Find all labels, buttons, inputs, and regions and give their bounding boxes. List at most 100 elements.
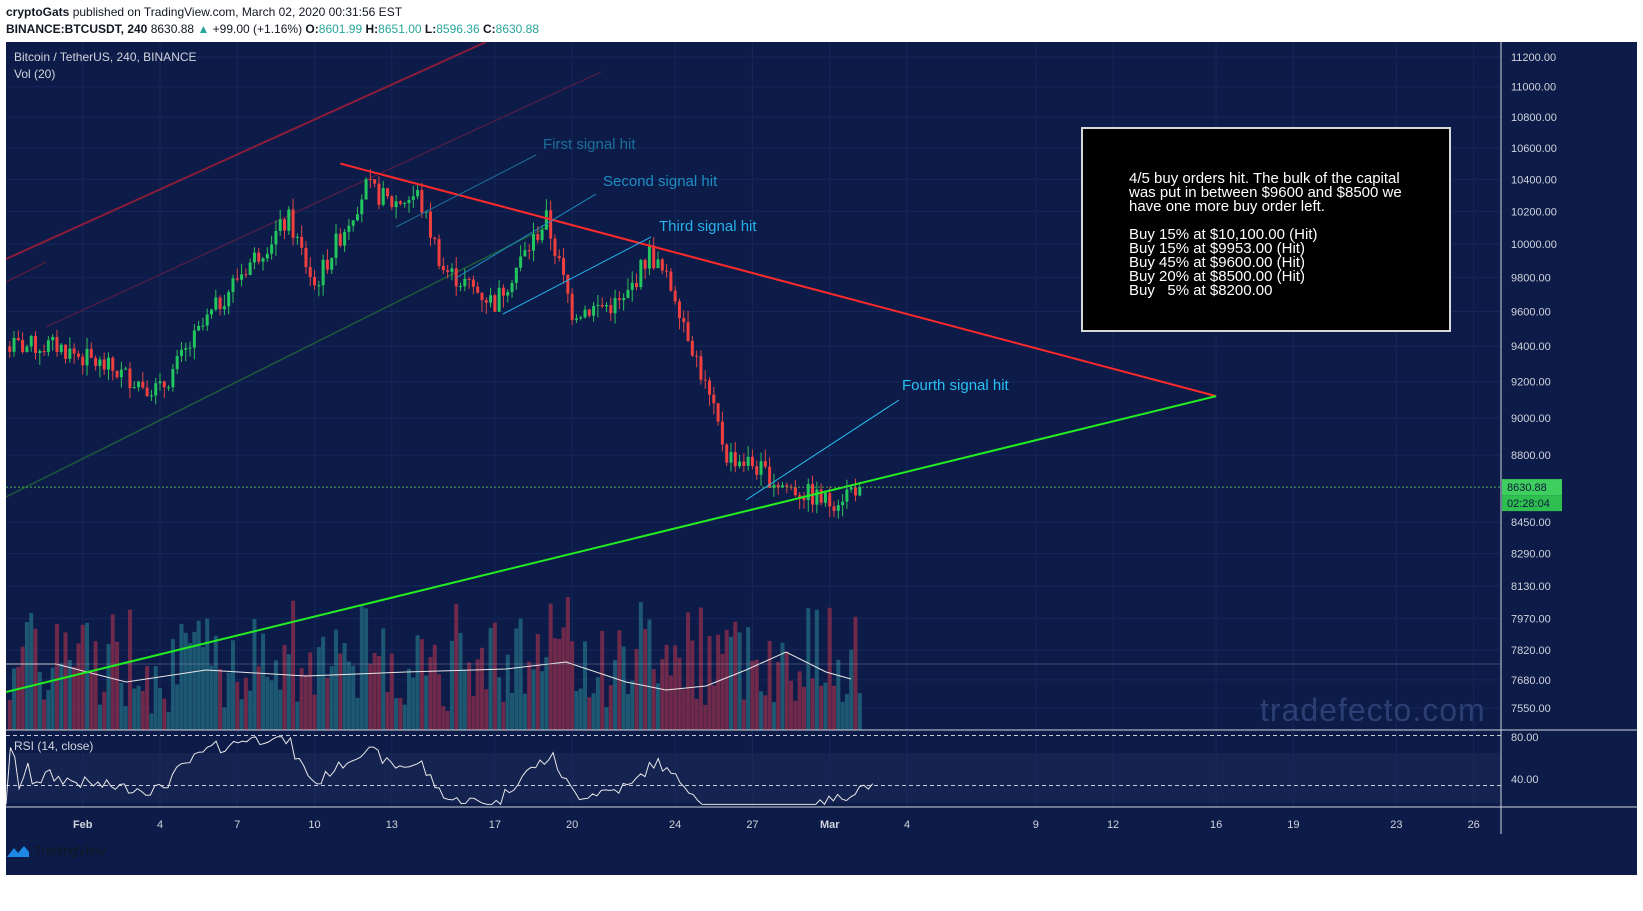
volume-bar (394, 698, 399, 730)
candle-body (381, 188, 385, 205)
candle-body (557, 255, 561, 258)
x-tick-label: 13 (386, 819, 398, 831)
candle-body (21, 340, 25, 353)
candle-body (798, 495, 802, 498)
volume-bar (454, 603, 459, 730)
y-tick-label: 10600.00 (1511, 143, 1557, 155)
candle-body (205, 314, 209, 326)
note-line: Buy 5% at $8200.00 (1129, 282, 1273, 299)
candle-body (527, 250, 531, 252)
volume-bar (222, 707, 227, 730)
publisher-name[interactable]: cryptoGats (6, 5, 70, 19)
candle-body (819, 489, 823, 503)
x-tick-label: 7 (234, 819, 240, 831)
volume-bar (733, 621, 738, 730)
y-tick-label: 9800.00 (1511, 272, 1551, 284)
y-tick-label: 11000.00 (1511, 82, 1556, 94)
candle-body (137, 381, 141, 388)
volume-bar (145, 666, 150, 730)
candle-body (600, 304, 604, 307)
volume-bar (16, 666, 21, 730)
volume-bar (136, 685, 141, 730)
volume-bar (827, 607, 832, 730)
volume-bar (698, 607, 703, 730)
volume-bar (578, 688, 583, 730)
open-value: 8601.99 (318, 22, 363, 36)
high-label: H: (365, 22, 379, 36)
volume-bar (853, 616, 858, 730)
volume-bar (205, 618, 210, 730)
y-tick-label: 7970.00 (1511, 614, 1551, 626)
volume-bar (398, 697, 403, 730)
candle-body (261, 258, 265, 262)
third-signal-pointer (502, 236, 652, 315)
volume-bar (239, 699, 244, 730)
channel-upper-line (6, 42, 487, 260)
volume-bar (364, 608, 369, 730)
candle-body (355, 214, 359, 221)
volume-bar (110, 614, 115, 730)
volume-bar (46, 690, 51, 730)
candle-body (141, 381, 145, 388)
candle-body (287, 209, 291, 231)
candle-body (411, 196, 415, 200)
candle-body (493, 295, 497, 312)
candle-body (742, 461, 746, 466)
volume-bar (432, 644, 437, 730)
candle-body (124, 368, 128, 370)
volume-bar (836, 659, 841, 730)
volume-bar (819, 685, 824, 730)
volume-bar (780, 642, 785, 730)
volume-bar (462, 669, 467, 730)
volume-bar (329, 666, 334, 730)
volume-bar (690, 640, 695, 730)
volume-bar (604, 706, 609, 730)
candle-body (368, 179, 372, 181)
rsi-label: RSI (14, close) (14, 739, 94, 753)
candle-body (729, 452, 733, 463)
candle-body (549, 210, 553, 239)
volume-bar (33, 628, 38, 730)
resistance-trendline (340, 162, 1217, 398)
candle-body (283, 219, 286, 231)
chart-pane[interactable]: 11200.00 11000.00 10800.00 10600.00 10400.00… (6, 42, 1637, 875)
candle-body (523, 250, 527, 257)
candle-body (639, 259, 643, 288)
volume-bar (806, 608, 811, 730)
tradingview-footer[interactable]: TradingView (6, 843, 106, 858)
candle-body (119, 369, 123, 378)
candle-body (252, 252, 256, 263)
axes: 11200.00 11000.00 10800.00 10600.00 10400.00… (6, 42, 1637, 834)
candle-body (471, 279, 475, 287)
y-tick-label: 7550.00 (1511, 703, 1551, 715)
candle-body (682, 318, 686, 323)
candle-body (772, 484, 776, 488)
candle-body (360, 199, 364, 215)
volume-bar (574, 690, 579, 730)
volume-bar (767, 640, 772, 730)
volume-bar (711, 685, 716, 730)
volume-bar (235, 681, 240, 730)
candle-body (738, 461, 742, 467)
volume-bar (183, 632, 188, 730)
candle-body (665, 270, 669, 272)
candle-body (802, 497, 806, 501)
volume-bar (479, 647, 484, 730)
candle-body (506, 292, 510, 296)
candle-body (351, 220, 355, 226)
candle-body (750, 456, 754, 467)
y-tick-label: 8290.00 (1511, 549, 1551, 561)
candle-body (240, 274, 244, 280)
candle-body (214, 297, 218, 310)
candle-body (467, 278, 471, 280)
candle-body (218, 297, 222, 310)
chart-canvas[interactable]: 11200.00 11000.00 10800.00 10600.00 10400.00… (6, 42, 1637, 875)
y-tick-label: 7680.00 (1511, 675, 1551, 687)
volume-bar (50, 667, 55, 730)
volume-bar (789, 680, 794, 730)
candle-body (536, 234, 540, 241)
volume-bar (840, 701, 845, 730)
volume-bar (647, 619, 652, 730)
candle-body (46, 340, 50, 353)
volume-bar (801, 686, 806, 730)
